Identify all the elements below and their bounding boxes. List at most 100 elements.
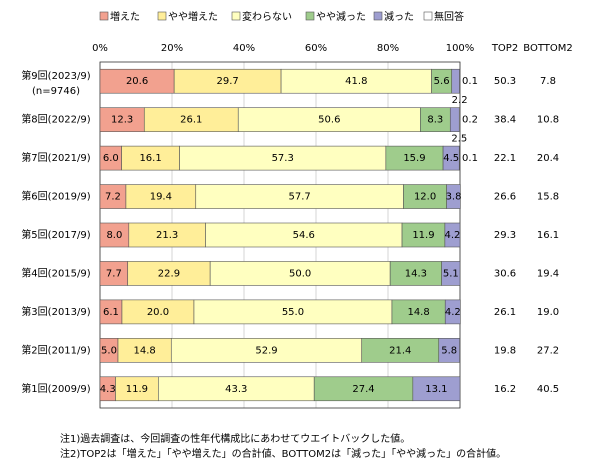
bar-segment: [125, 184, 197, 209]
value-label: 2.2: [452, 95, 468, 106]
value-label: 21.4: [389, 345, 411, 356]
value-label: 6.1: [103, 307, 119, 318]
legend-label: 無回答: [434, 10, 464, 23]
legend-swatch: [231, 11, 241, 21]
value-label: 57.3: [272, 153, 294, 164]
value-label: 5.8: [441, 345, 457, 356]
value-label: 8.0: [106, 230, 122, 241]
column-header: BOTTOM2: [523, 43, 572, 54]
summary-value: 19.8: [494, 345, 516, 356]
bar-segment: [173, 68, 282, 94]
bar-segment: [444, 299, 461, 325]
value-label: 5.6: [434, 76, 450, 87]
value-label: 41.8: [345, 76, 367, 87]
bar-segment: [121, 145, 180, 171]
x-tick-label: 0%: [92, 43, 108, 54]
value-label: 7.2: [105, 192, 121, 203]
y-tick-label: 第2回(2011/9): [21, 343, 90, 356]
bar-segment: [128, 222, 206, 248]
value-label: 14.3: [405, 268, 427, 279]
value-label: 0.1: [462, 153, 478, 164]
summary-value: 27.2: [537, 345, 559, 356]
bar-segment: [99, 68, 175, 94]
bar-segment: [195, 184, 404, 209]
bar-segment: [158, 376, 315, 402]
bar-segment: [99, 107, 145, 132]
bar-segment: [143, 107, 239, 132]
value-label: 12.3: [111, 115, 133, 126]
legend-swatch: [305, 11, 315, 21]
bar-segment: [389, 261, 442, 286]
value-label: 11.9: [412, 230, 434, 241]
y-tick-label: 第8回(2022/9): [21, 113, 90, 126]
value-label: 4.2: [445, 307, 461, 318]
bar-segment: [449, 107, 460, 132]
summary-value: 26.6: [494, 192, 516, 203]
x-tick-label: 100%: [446, 43, 475, 54]
bar-segment: [361, 338, 440, 363]
note: 注2)TOP2は「増えた」「やや増えた」の合計値、BOTTOM2は「減った」「や…: [60, 447, 506, 460]
value-label: 11.9: [126, 384, 148, 395]
bar-segment: [459, 68, 461, 94]
value-label: 7.7: [106, 268, 122, 279]
summary-value: 40.5: [537, 384, 559, 395]
summary-value: 15.8: [537, 192, 559, 203]
value-label: 16.1: [139, 153, 161, 164]
summary-value: 38.4: [494, 115, 516, 126]
bar-segment: [280, 68, 432, 94]
value-label: 22.9: [158, 268, 180, 279]
summary-value: 7.8: [540, 76, 556, 87]
value-label: 8.3: [427, 115, 443, 126]
value-label: 20.0: [147, 307, 169, 318]
bar-segment: [451, 68, 460, 94]
value-label: 50.0: [289, 268, 311, 279]
summary-value: 19.4: [537, 268, 559, 279]
value-label: 5.0: [101, 345, 117, 356]
value-label: 20.6: [126, 76, 148, 87]
value-label: 57.7: [288, 192, 310, 203]
bar-segment: [237, 107, 421, 132]
bar-segment: [458, 145, 461, 171]
bar-segment: [385, 145, 444, 171]
sample-note: (n=9746): [32, 86, 80, 97]
summary-value: 10.8: [537, 115, 559, 126]
value-label: 43.3: [225, 384, 247, 395]
value-label: 27.4: [352, 384, 374, 395]
bar-segment: [121, 299, 195, 325]
value-label: 21.3: [156, 230, 178, 241]
y-tick-label: 第5回(2017/9): [21, 228, 90, 241]
legend-label: 変わらない: [242, 10, 292, 23]
bar-segment: [179, 145, 387, 171]
legend-swatch: [157, 11, 167, 21]
value-label: 2.5: [451, 134, 467, 145]
bar-segment: [170, 338, 363, 363]
value-label: 13.1: [425, 384, 447, 395]
value-label: 4.2: [444, 230, 460, 241]
value-label: 3.8: [446, 192, 462, 203]
y-tick-label: 第7回(2021/9): [21, 151, 90, 164]
x-tick-label: 40%: [233, 43, 255, 54]
value-label: 50.6: [318, 115, 340, 126]
y-tick-label: 第9回(2023/9): [21, 69, 90, 82]
value-label: 26.1: [180, 115, 202, 126]
bar-segment: [420, 107, 451, 132]
value-label: 12.0: [414, 192, 436, 203]
x-tick-label: 60%: [305, 43, 327, 54]
value-label: 52.9: [255, 345, 277, 356]
note: 注1)過去調査は、今回調査の性年代構成比にあわせてウエイトバックした値。: [60, 432, 410, 445]
legend-label: 減った: [384, 10, 414, 23]
value-label: 5.1: [443, 268, 459, 279]
bar-segment: [313, 376, 414, 402]
bar-segment: [438, 338, 460, 363]
x-tick-label: 80%: [377, 43, 399, 54]
bar-segment: [391, 299, 446, 325]
value-label: 0.2: [462, 115, 478, 126]
value-label: 29.7: [216, 76, 238, 87]
summary-value: 19.0: [537, 307, 559, 318]
value-label: 6.0: [103, 153, 119, 164]
value-label: 55.0: [282, 307, 304, 318]
legend-label: やや増えた: [168, 10, 218, 23]
summary-value: 26.1: [494, 307, 516, 318]
y-tick-label: 第3回(2013/9): [21, 305, 90, 318]
